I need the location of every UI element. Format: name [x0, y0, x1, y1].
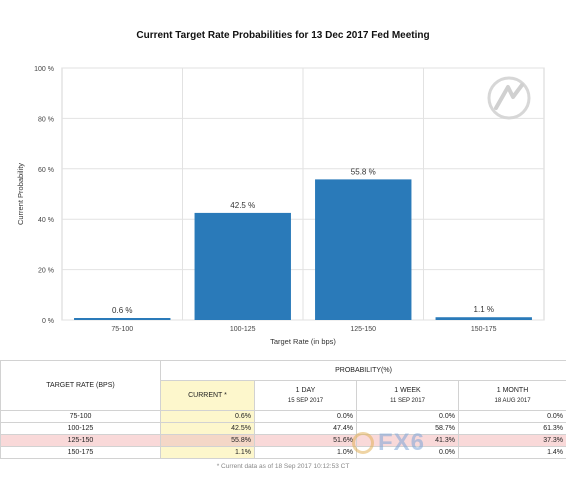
day-value-cell: 51.6%: [254, 434, 357, 447]
day-value-cell: 1.0%: [254, 446, 357, 459]
month-value-cell: 1.4%: [457, 446, 566, 459]
table-row: 100-125 42.5% 47.4% 58.7% 61.3%: [0, 422, 566, 435]
data-timestamp-footnote: * Current data as of 18 Sep 2017 10:12:5…: [216, 463, 350, 470]
rate-cell: 150-175: [0, 446, 161, 459]
y-tick-label: 80 %: [38, 116, 54, 123]
rate-cell: 125-150: [0, 434, 161, 447]
day-value-cell: 0.0%: [254, 410, 357, 423]
chart-container: Current Target Rate Probabilities for 13…: [16, 30, 545, 346]
current-value-cell: 0.6%: [160, 410, 255, 423]
y-axis-label: Current Probability: [16, 163, 25, 225]
month-value-cell: 0.0%: [457, 410, 566, 423]
col-1month-date: 18 AUG 2017: [494, 397, 531, 404]
current-value-cell: 55.8%: [160, 434, 255, 447]
x-tick-label: 75-100: [111, 326, 133, 333]
col-1day-date: 15 SEP 2017: [287, 397, 324, 404]
rate-cell: 75-100: [0, 410, 161, 423]
table-row-highlighted: 125-150 55.8% 51.6% 41.3% 37.3%: [0, 434, 566, 447]
data-label: 0.6 %: [112, 306, 132, 315]
col-1week-header: 1 WEEK 11 SEP 2017: [356, 380, 459, 411]
col-1week-date: 11 SEP 2017: [390, 397, 425, 404]
bar-chart: 0 % 20 % 40 % 60 % 80 % 100 % 0.6 % 75-100 42.5 …: [16, 66, 545, 346]
col-1week-label: 1 WEEK: [394, 386, 421, 394]
watermark-logo-icon: [487, 76, 531, 120]
table-row: 75-100 0.6% 0.0% 0.0% 0.0%: [0, 410, 566, 423]
week-value-cell: 0.0%: [356, 410, 459, 423]
x-tick-label: 125-150: [350, 326, 376, 333]
x-tick-label: 150-175: [471, 326, 497, 333]
col-current-label: CURRENT *: [188, 391, 227, 399]
y-tick-label: 40 %: [38, 217, 54, 224]
col-1month-label: 1 MONTH: [496, 386, 529, 394]
col-1day-label: 1 DAY: [295, 386, 316, 394]
bar: [74, 318, 171, 320]
chart-title: Current Target Rate Probabilities for 13…: [136, 30, 430, 41]
col-1day-header: 1 DAY 15 SEP 2017: [254, 380, 357, 411]
month-value-cell: 61.3%: [457, 422, 566, 435]
current-value-cell: 42.5%: [160, 422, 255, 435]
x-axis-label: Target Rate (in bps): [270, 337, 336, 346]
data-label: 55.8 %: [351, 167, 376, 176]
probability-table: TARGET RATE (BPS) PROBABILITY(%) CURRENT…: [0, 360, 566, 459]
y-tick-label: 60 %: [38, 167, 54, 174]
brand-logo-icon: [352, 432, 374, 454]
bar: [194, 212, 291, 320]
brand-watermark: FX6: [352, 426, 425, 460]
month-value-cell: 37.3%: [457, 434, 566, 447]
current-value-cell: 1.1%: [160, 446, 255, 459]
data-label: 42.5 %: [230, 201, 255, 210]
data-label: 1.1 %: [474, 305, 494, 314]
probability-header: PROBABILITY(%): [159, 360, 566, 381]
y-tick-label: 100 %: [34, 66, 54, 73]
x-tick-label: 100-125: [230, 326, 256, 333]
brand-watermark-text: FX6: [378, 429, 426, 456]
y-tick-label: 0 %: [42, 318, 54, 325]
col-current-header: CURRENT *: [160, 380, 255, 411]
bar: [435, 317, 532, 320]
col-1month-header: 1 MONTH 18 AUG 2017: [457, 380, 566, 411]
y-tick-label: 20 %: [38, 268, 54, 275]
table-row: 150-175 1.1% 1.0% 0.0% 1.4%: [0, 446, 566, 459]
day-value-cell: 47.4%: [254, 422, 357, 435]
bar: [315, 179, 412, 320]
rate-cell: 100-125: [0, 422, 161, 435]
rate-column-header: TARGET RATE (BPS): [0, 360, 161, 411]
